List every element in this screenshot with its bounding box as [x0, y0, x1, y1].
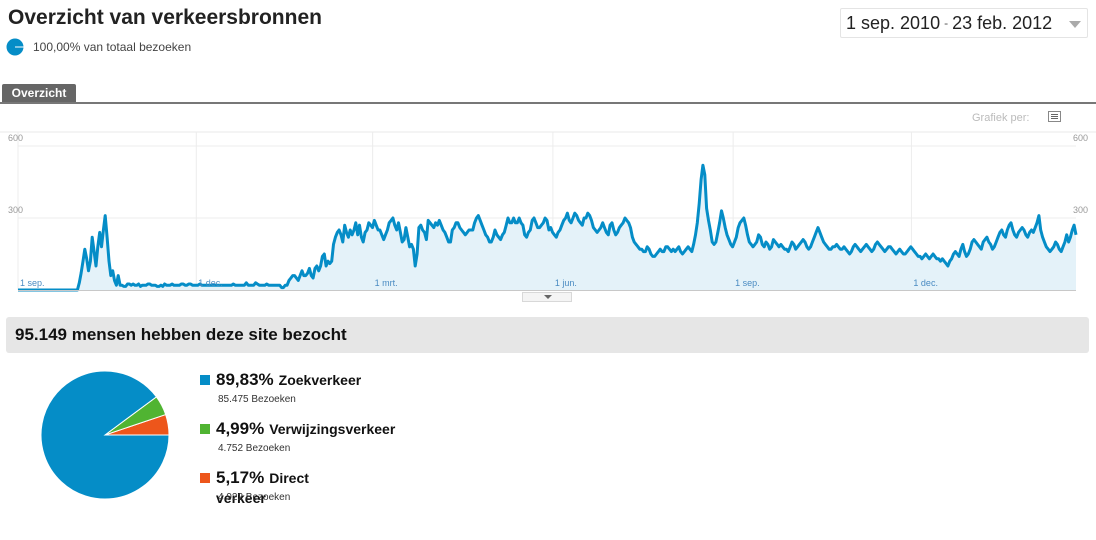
legend-visits: 4.922 Bezoeken	[218, 492, 291, 503]
x-tick-label: 1 mrt.	[375, 278, 398, 288]
legend-percentage: 5,17% Direct verkeer	[216, 468, 309, 508]
x-tick-label: 1 sep.	[20, 278, 45, 288]
drag-handle-arrow-icon	[544, 295, 552, 299]
legend-source-name: Direct verkeer	[216, 470, 309, 506]
traffic-pie-chart	[40, 370, 170, 500]
y-tick-label-right: 600	[1073, 133, 1088, 143]
legend-pct-value: 4,99%	[216, 419, 265, 438]
x-tick-label: 1 dec.	[913, 278, 938, 288]
segment-row: 100,00% van totaal bezoeken	[6, 38, 191, 56]
y-tick-label-right: 300	[1073, 205, 1088, 215]
segment-pie-icon	[6, 38, 24, 56]
x-tick-label: 1 dec.	[198, 278, 223, 288]
legend-swatch	[200, 375, 210, 385]
date-range-start: 1 sep. 2010	[846, 12, 941, 33]
pie-slice-search	[40, 370, 170, 500]
date-range-picker[interactable]: 1 sep. 2010 - 23 feb. 2012	[840, 8, 1088, 38]
date-range-separator: -	[944, 16, 949, 30]
summary-bar: 95.149 mensen hebben deze site bezocht	[6, 317, 1089, 353]
y-tick-label-left: 300	[8, 205, 23, 215]
segment-label: 100,00% van totaal bezoeken	[33, 40, 192, 54]
tab-divider	[0, 102, 1096, 104]
summary-title: 95.149 mensen hebben deze site bezocht	[15, 325, 347, 344]
x-tick-label: 1 sep.	[735, 278, 760, 288]
legend-swatch	[200, 424, 210, 434]
legend-visits: 85.475 Bezoeken	[218, 394, 296, 405]
tab-overzicht[interactable]: Overzicht	[2, 84, 76, 103]
legend-source-name: Verwijzingsverkeer	[269, 421, 396, 437]
graph-per-label: Grafiek per:	[972, 112, 1030, 124]
legend-visits: 4.752 Bezoeken	[218, 443, 291, 454]
legend-percentage: 89,83% Zoekverkeer	[216, 370, 361, 390]
visits-line-chart: 1 sep. 1 dec. 1 mrt. 1 jun. 1 sep. 1 dec. 600 3…	[0, 131, 1096, 292]
legend-pct-value: 5,17%	[216, 468, 265, 487]
legend-percentage: 4,99% Verwijzingsverkeer	[216, 419, 395, 439]
visits-series-line	[18, 163, 1078, 292]
page-title: Overzicht van verkeersbronnen	[8, 6, 322, 29]
list-icon[interactable]	[1048, 111, 1061, 122]
legend-source-name: Zoekverkeer	[278, 372, 362, 388]
chevron-down-icon	[1069, 21, 1081, 28]
x-tick-label: 1 jun.	[555, 278, 577, 288]
y-tick-label-left: 600	[8, 133, 23, 143]
date-range-end: 23 feb. 2012	[952, 12, 1053, 33]
legend-pct-value: 89,83%	[216, 370, 274, 389]
chart-resize-handle[interactable]	[522, 292, 572, 302]
legend-swatch	[200, 473, 210, 483]
